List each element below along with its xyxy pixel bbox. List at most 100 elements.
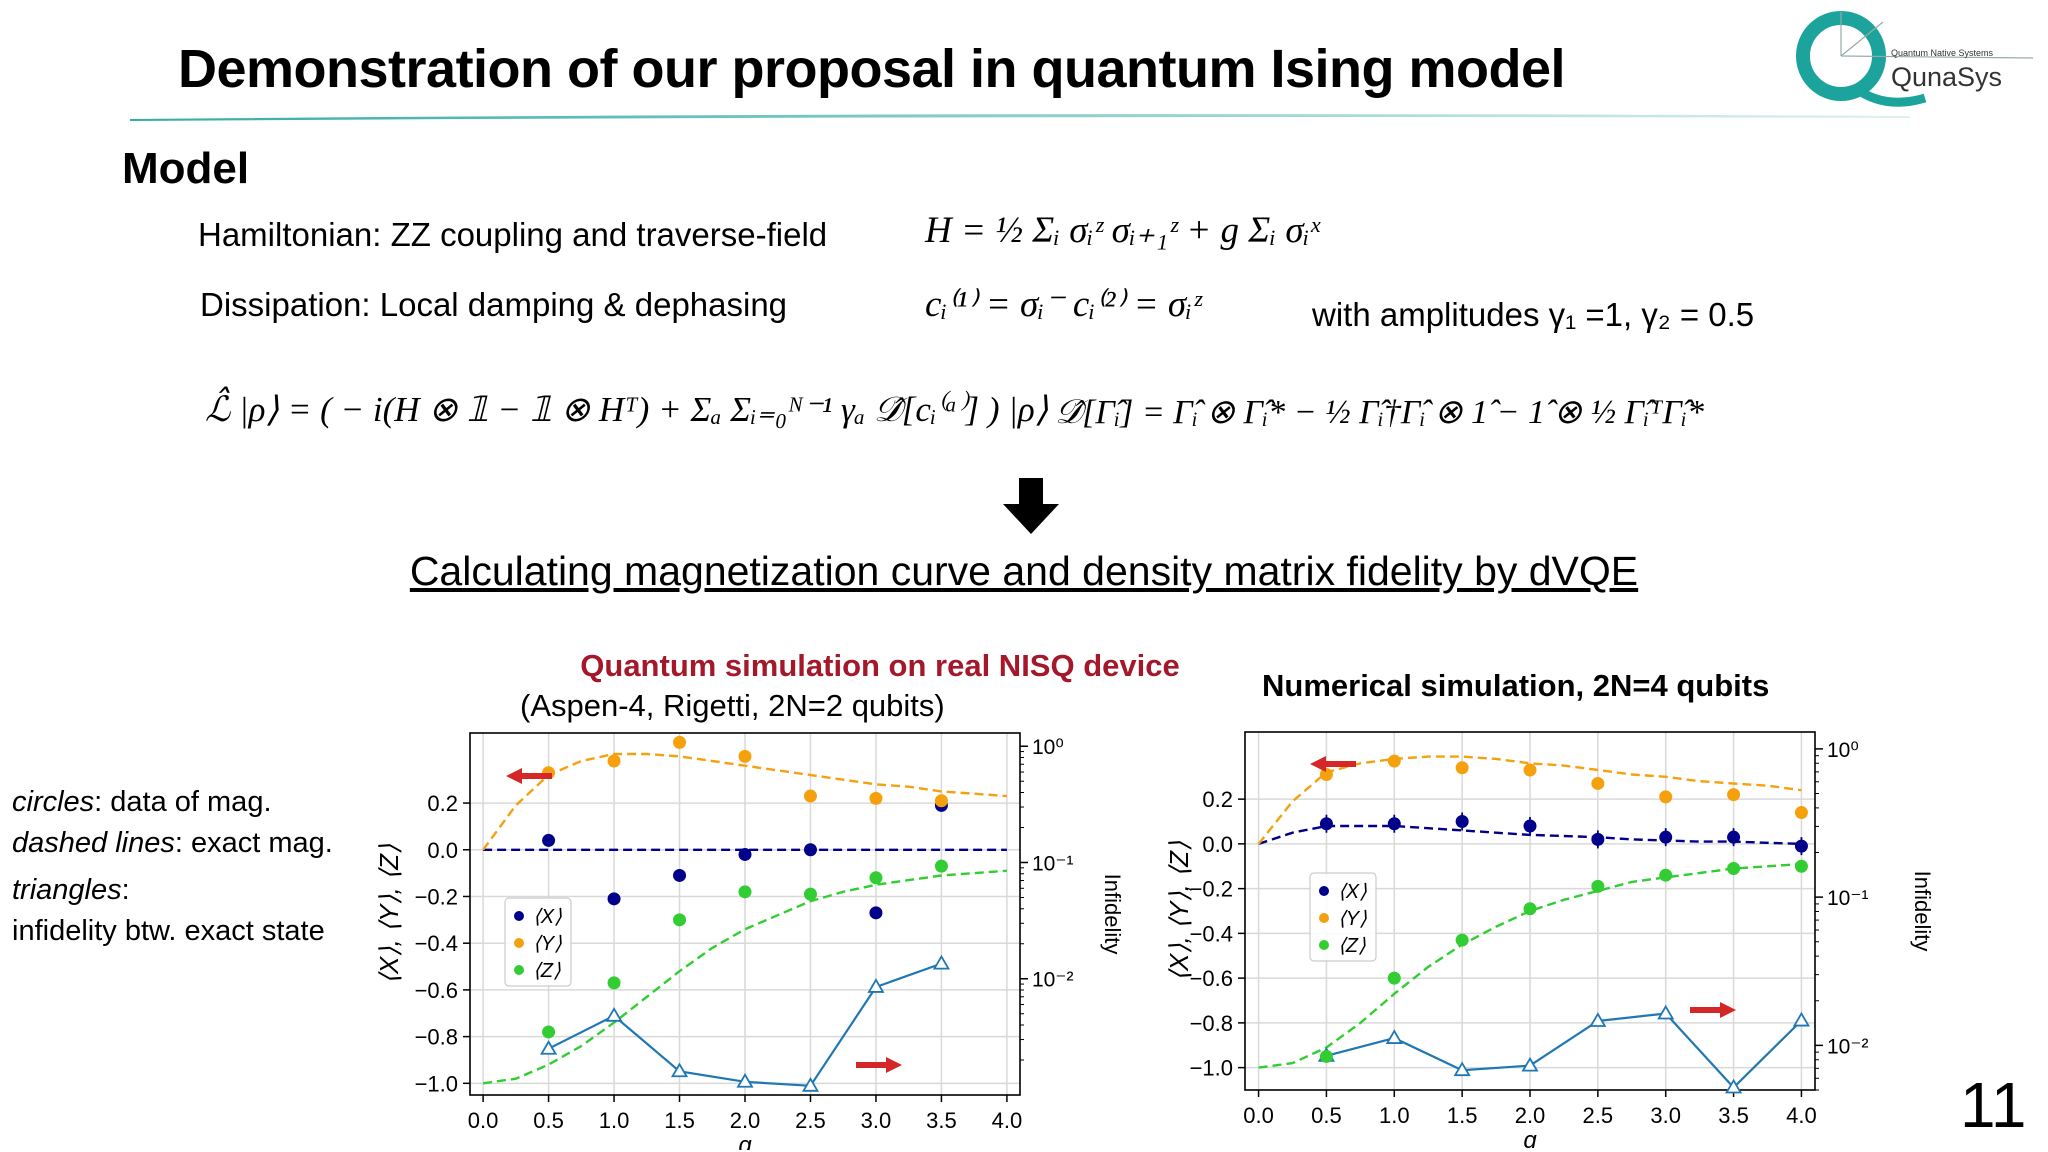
section-subtitle: Calculating magnetization curve and dens… [409,548,1639,594]
y2-tick-label: 10⁻¹ [1827,887,1868,910]
data-point-x [1727,830,1741,844]
page-title: Demonstration of our proposal in quantum… [178,39,1566,99]
hamiltonian-label: Hamiltonian: ZZ coupling and traverse-fi… [198,216,828,253]
y-tick-label: −0.4 [1190,921,1233,946]
hamiltonian-equation: H = ½ Σᵢ σᵢᶻ σᵢ₊₁ᶻ + g Σᵢ σᵢˣ [925,210,1320,251]
dissipator-equation: 𝒟̂[Γ̂ᵢ] = Γ̂ᵢ ⊗ Γ̂ᵢ* − ½ Γ̂ᵢ†Γ̂ᵢ ⊗ 1̂ − … [1055,394,1705,431]
data-point-y [1794,806,1808,820]
legend-label-y: ⟨Y⟩ [533,933,562,955]
data-point-y [1727,788,1741,802]
data-point-z [1455,933,1469,947]
dissipation-equation: cᵢ⁽¹⁾ = σᵢ⁻ cᵢ⁽²⁾ = σᵢᶻ [925,284,1201,325]
data-point-x [1659,830,1673,844]
x-tick-label: 0.0 [468,1108,499,1133]
data-point-x [1591,832,1605,846]
x-tick-label: 1.0 [599,1108,630,1133]
y-tick-label: −0.4 [415,931,458,956]
side-legend-dashed: dashed lines: exact mag. [12,827,333,859]
infidelity-triangle [867,978,885,993]
y-tick-label: 0.2 [1202,787,1233,812]
data-point-y [673,735,687,749]
y-tick-label: −1.0 [415,1071,458,1096]
x-tick-label: 4.0 [1786,1103,1817,1128]
chart-numerical: 0.0 0.5 1.0 1.5 2.0 2.5 3.0 3.5 4.0 0.2 0.0 −0.2 −0.… [1164,731,1935,1148]
data-point-y [1455,761,1469,775]
y-tick-label: 0.0 [427,838,458,863]
data-point-z [1727,861,1741,875]
data-point-y [803,789,817,803]
x-tick-label: 4.0 [992,1108,1023,1133]
x-tick-label: 1.5 [664,1108,695,1133]
infidelity-triangle [736,1072,754,1088]
chart-nisq: 0.0 0.5 1.0 1.5 2.0 2.5 3.0 3.5 4.0 0.2 0.0 −0.2 −0.… [374,732,1125,1150]
x-axis-label: g [738,1132,752,1150]
data-point-z [1319,1049,1333,1063]
data-point-z [803,887,817,901]
legend-label-z: ⟨Z⟩ [1338,935,1366,957]
y2-axis-label: Infidelity [1910,871,1935,952]
x-tick-label: 2.0 [1515,1103,1546,1128]
left-panel-subtitle: (Aspen-4, Rigetti, 2N=2 qubits) [520,688,945,723]
data-point-x [1319,817,1333,831]
infidelity-triangle [801,1077,820,1092]
data-point-z [1523,902,1537,916]
data-point-y [1319,768,1333,782]
data-point-y [869,791,883,805]
infidelity-triangle [1589,1012,1607,1027]
x-axis-label: g [1523,1127,1537,1148]
data-point-y [1659,790,1673,804]
data-point-z [542,1025,556,1039]
data-point-z [673,913,687,927]
data-point-z [738,885,752,899]
y-tick-label: −0.2 [415,884,458,909]
red-arrow-icon [1690,1002,1736,1018]
data-point-x [1523,819,1537,833]
y-tick-label: −0.2 [1190,877,1233,902]
data-point-x [869,906,883,920]
data-point-z [1591,879,1605,893]
data-point-y [1523,763,1537,777]
red-arrow-icon [1310,756,1356,772]
x-tick-label: 0.5 [533,1108,564,1133]
infidelity-triangle [605,1007,623,1022]
x-tick-label: 2.5 [1583,1103,1614,1128]
data-point-x [542,833,556,847]
x-tick-label: 3.0 [861,1108,892,1133]
exact-curve-y [482,752,1007,851]
y2-tick-label: 10⁻² [1827,1035,1868,1058]
x-tick-label: 1.5 [1447,1103,1478,1128]
y-tick-label: −0.8 [415,1025,458,1050]
data-point-x [673,868,687,882]
data-point-z [869,871,883,885]
data-point-z [1794,859,1808,873]
legend-marker-x [1319,886,1329,896]
logo-tagline: Quantum Native Systems [1891,48,1994,58]
amplitudes-text: with amplitudes γ₁ =1, γ₂ = 0.5 [1312,296,1755,333]
data-point-y [607,754,621,768]
x-tick-label: 0.5 [1311,1103,1342,1128]
y-tick-label: −0.8 [1190,1011,1233,1036]
data-point-y [738,749,752,763]
x-tick-label: 2.0 [730,1108,761,1133]
logo-name: QunaSys [1891,62,2002,92]
x-tick-label: 2.5 [795,1108,826,1133]
data-point-x [1387,817,1401,831]
side-legend: circles: data of mag. dashed lines: exac… [12,782,333,952]
infidelity-line [1326,1012,1803,1090]
infidelity-triangle [1385,1029,1403,1044]
legend-marker-x [514,911,524,921]
right-panel-title: Numerical simulation, 2N=4 qubits [1262,668,1770,703]
dissipation-label: Dissipation: Local damping & dephasing [200,286,788,323]
data-point-y [1387,754,1401,768]
plot-frame [1244,731,1816,1091]
y-tick-label: −0.6 [1190,966,1233,991]
infidelity-triangle [1521,1056,1539,1072]
red-arrow-icon [506,768,552,784]
data-point-x [803,843,817,857]
legend-marker-y [1319,913,1329,923]
model-heading: Model [122,144,250,193]
infidelity-triangle [540,1039,558,1055]
data-point-y [1591,776,1605,790]
left-panel-title: Quantum simulation on real NISQ device [580,648,1180,683]
red-arrow-icon [856,1057,902,1073]
